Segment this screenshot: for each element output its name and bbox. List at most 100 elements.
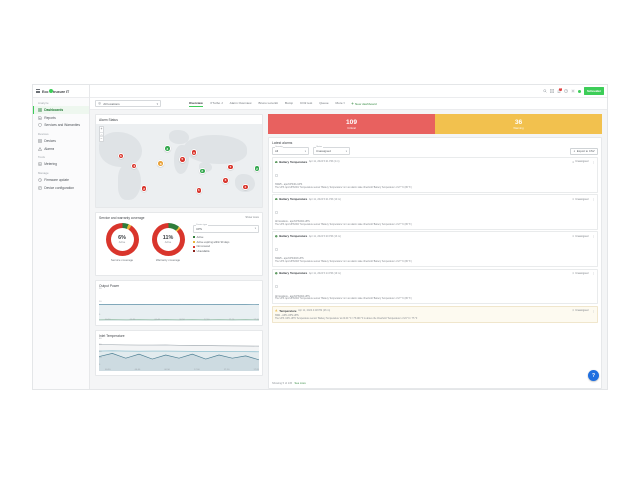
- alarm-kebab-menu-icon[interactable]: ⋮: [592, 197, 595, 202]
- sidebar-item-dashboards[interactable]: Dashboards: [33, 106, 89, 114]
- severity-filter-value: All: [275, 149, 279, 154]
- sidebar-group-label: Manage: [38, 171, 49, 176]
- alarm-banner-warning[interactable]: 36 Warning: [435, 114, 602, 134]
- alarm-kebab-menu-icon[interactable]: ⋮: [592, 234, 595, 239]
- coverage-legend-box: Device type UPS ▾ Active Active expiring …: [193, 222, 259, 253]
- y-tick-label: 40: [99, 337, 102, 340]
- sidebar-item-reports[interactable]: Reports: [33, 114, 89, 122]
- map-marker[interactable]: 9: [190, 149, 198, 156]
- location-filter-value: All locations: [103, 101, 120, 106]
- donut-percent: 11%: [162, 234, 174, 241]
- alarm-status-badge[interactable]: Unassigned: [571, 160, 588, 163]
- map-marker[interactable]: 5: [179, 156, 186, 163]
- donut-sublabel: Active: [118, 240, 126, 244]
- new-dashboard-button[interactable]: New dashboard: [351, 102, 377, 106]
- tab-co2-test[interactable]: CO2 test: [300, 101, 312, 106]
- alarm-status-badge[interactable]: Unassigned: [571, 198, 588, 201]
- severity-filter-select[interactable]: Severity All ▾: [272, 146, 309, 156]
- map-marker[interactable]: 4: [130, 162, 138, 170]
- legend-swatch: [193, 250, 195, 253]
- status-filter-select[interactable]: Status Unassigned ▾: [313, 146, 350, 156]
- map-marker[interactable]: 3: [164, 145, 171, 152]
- alarm-row[interactable]: Battery Temperature Apr 11, 2024 5:14 PM …: [272, 268, 598, 305]
- alarm-status-badge[interactable]: Unassigned: [571, 272, 588, 275]
- alarm-kebab-menu-icon[interactable]: ⋮: [592, 271, 595, 276]
- map-zoom-controls[interactable]: + ⌂ −: [99, 126, 104, 142]
- critical-severity-icon: [275, 272, 278, 275]
- main-area: 3 Schneider All locations ▾ Overview ★Tur…: [90, 85, 607, 389]
- sidebar-item-metering[interactable]: Metering: [33, 161, 89, 169]
- map-marker-count: 3: [166, 146, 169, 151]
- map-marker-count: 4: [244, 184, 247, 189]
- alarm-thumbnail: [275, 210, 279, 215]
- map-marker[interactable]: 4: [242, 183, 249, 191]
- inlet-temperature-chart[interactable]: 40 30 20 10 0 00:30 00:40 00:50 17:00 17:10 17:20: [99, 337, 259, 371]
- map-marker[interactable]: 2: [198, 167, 206, 175]
- help-icon[interactable]: [564, 89, 568, 93]
- alarm-name: Battery Temperature: [279, 271, 308, 276]
- critical-severity-icon: [275, 160, 278, 164]
- map-marker[interactable]: 3: [222, 176, 229, 184]
- map-zoom-out-button[interactable]: −: [100, 136, 103, 142]
- alarm-row[interactable]: Temperature Apr 11, 2024 4:48 PM (26 m) Un…: [272, 305, 598, 324]
- tab-more[interactable]: More ▾: [336, 101, 345, 106]
- device-type-select[interactable]: Device type UPS ▾: [193, 224, 259, 233]
- coverage-show-more-link[interactable]: Show more: [245, 216, 259, 220]
- search-icon[interactable]: [543, 89, 547, 93]
- map-marker[interactable]: 2: [140, 185, 148, 192]
- tab-queue[interactable]: Queue: [319, 101, 328, 106]
- tab-bump[interactable]: Bump: [285, 101, 293, 106]
- map-zoom-in-button[interactable]: +: [100, 127, 103, 131]
- map-marker[interactable]: 7: [227, 163, 234, 171]
- alarm-status-badge[interactable]: Unassigned: [571, 309, 588, 312]
- map-marker[interactable]: 1: [195, 186, 203, 194]
- world-map[interactable]: 6 4 2 3 8 5 9 2 1 7 3 4 2: [96, 123, 262, 207]
- alarm-row[interactable]: Battery Temperature Apr 11, 2024 5:21 PM …: [272, 157, 598, 193]
- hamburger-menu-icon[interactable]: [36, 89, 40, 93]
- see-more-link[interactable]: See more: [294, 382, 306, 386]
- chart-series-line: [99, 353, 259, 361]
- output-power-chart[interactable]: 20 10 0 00:20 00:30 00:40 00:50 17:00 17:10 17:2…: [99, 288, 259, 321]
- export-to-csv-button[interactable]: Export to CSV: [569, 147, 598, 155]
- sidebar-item-alarms[interactable]: Alarms: [33, 145, 89, 153]
- map-marker[interactable]: 2: [253, 165, 261, 172]
- sidebar-item-services-and-warranties[interactable]: Services and Warranties: [33, 121, 89, 129]
- sidebar-item-devices[interactable]: Devices: [33, 137, 89, 145]
- map-zoom-reset-button[interactable]: ⌂: [100, 131, 103, 137]
- map-marker[interactable]: 8: [157, 160, 164, 167]
- alarm-row[interactable]: Battery Temperature Apr 11, 2024 5:21 PM …: [272, 194, 598, 230]
- plus-icon: [351, 102, 354, 105]
- brand-title: Eco truxure IT: [42, 89, 70, 94]
- sidebar-item-device-configuration[interactable]: Device configuration: [33, 184, 89, 192]
- alarm-kebab-menu-icon[interactable]: ⋮: [592, 308, 595, 313]
- alarm-banner-critical[interactable]: 109 Critical: [268, 114, 435, 134]
- bell-icon[interactable]: 3: [557, 88, 562, 93]
- user-icon: [571, 160, 574, 163]
- left-column: Alarm Status 6 4 2 3 8 5 9 2 1 7 3 4 2 + ⌂ −: [95, 114, 263, 389]
- tab-turbo-j[interactable]: ★Turbo J: [210, 101, 223, 106]
- tab-alarm-overview[interactable]: Alarm Overview: [230, 101, 252, 106]
- alarm-row[interactable]: Battery Temperature Apr 11, 2024 5:20 PM …: [272, 231, 598, 268]
- latest-alarms-title: Latest alarms: [272, 140, 293, 145]
- sidebar-item-firmware-update[interactable]: Firmware update: [33, 176, 89, 184]
- map-marker[interactable]: 6: [117, 152, 125, 160]
- alarm-kebab-menu-icon[interactable]: ⋮: [592, 159, 595, 164]
- legend-item: Not covered: [193, 245, 259, 248]
- sidebar-item-label: Device configuration: [44, 185, 75, 190]
- legend-item: Active: [193, 236, 259, 239]
- help-floating-button[interactable]: ?: [588, 370, 599, 381]
- location-pin-icon: [98, 102, 101, 106]
- alarm-time: Apr 11, 2024 5:14 PM (19 m): [308, 271, 341, 275]
- gear-icon[interactable]: [571, 89, 575, 93]
- tab-bruno-lorentti[interactable]: Bruno Lorentti: [259, 101, 278, 106]
- alarm-time: Apr 11, 2024 5:21 PM (4 m): [308, 160, 340, 164]
- grid-icon[interactable]: [550, 89, 554, 93]
- brand-header[interactable]: Eco truxure IT: [33, 85, 89, 98]
- alarm-name: Temperature: [279, 308, 297, 313]
- dashboard-icon: [38, 108, 42, 112]
- alarm-status-badge[interactable]: Unassigned: [571, 234, 589, 238]
- tab-overview[interactable]: Overview: [189, 101, 203, 107]
- location-filter-select[interactable]: All locations ▾: [95, 100, 161, 107]
- sidebar-item-label: Devices: [44, 138, 56, 143]
- alarm-status-text: Unassigned: [575, 234, 589, 238]
